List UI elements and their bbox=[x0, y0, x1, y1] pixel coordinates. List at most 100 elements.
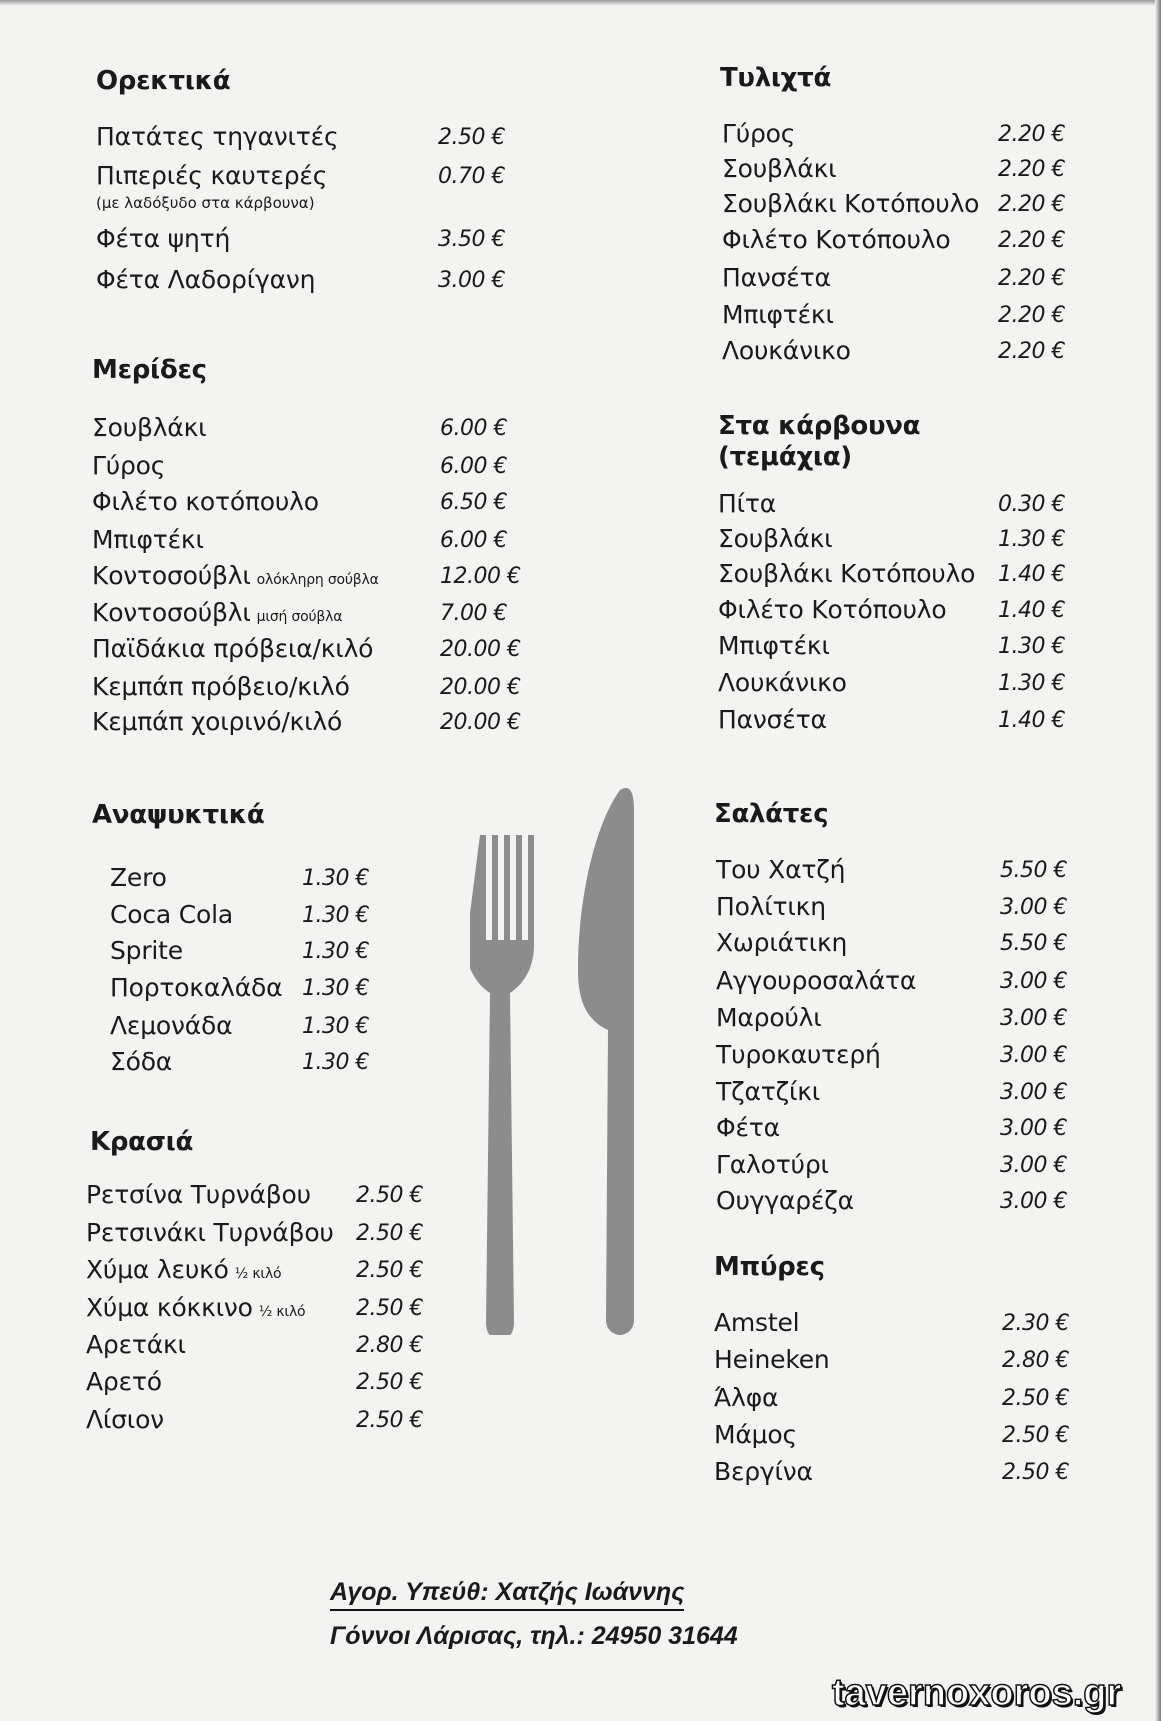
item-price: 1.30 € bbox=[998, 634, 1065, 659]
menu-item: Zero bbox=[110, 863, 167, 892]
menu-item: Σουβλάκι bbox=[722, 154, 837, 183]
section-title: Ορεκτικά bbox=[96, 66, 231, 96]
item-price: 3.00 € bbox=[1000, 1080, 1067, 1105]
section-title: Μερίδες bbox=[92, 355, 207, 385]
menu-item: Κεμπάπ χοιρινό/κιλό bbox=[92, 707, 342, 736]
menu-item: Φιλέτο Κοτόπουλο bbox=[718, 595, 947, 624]
menu-item: Πολίτικη bbox=[716, 892, 826, 921]
item-name: Coca Cola bbox=[110, 900, 233, 929]
menu-item: Χύμα λευκό ½ κιλό bbox=[86, 1255, 282, 1284]
item-price: 6.00 € bbox=[440, 528, 507, 553]
item-price: 2.50 € bbox=[356, 1408, 423, 1433]
item-price: 2.80 € bbox=[1002, 1348, 1069, 1373]
menu-item: Σόδα bbox=[110, 1047, 172, 1076]
section-title: Αναψυκτικά bbox=[92, 800, 265, 830]
section-title: Μπύρες bbox=[714, 1252, 825, 1282]
item-name: Τζατζίκι bbox=[716, 1077, 821, 1106]
item-name: Φιλέτο Κοτόπουλο bbox=[722, 225, 951, 254]
menu-item: Λεμονάδα bbox=[110, 1011, 233, 1040]
item-price: 2.20 € bbox=[998, 339, 1065, 364]
item-note: μισή σούβλα bbox=[256, 609, 343, 625]
item-price: 3.00 € bbox=[1000, 1153, 1067, 1178]
menu-item: Αγγουροσαλάτα bbox=[716, 966, 916, 995]
item-name: Του Χατζή bbox=[716, 855, 846, 884]
section-title: Κρασιά bbox=[90, 1127, 194, 1157]
item-name: Άλφα bbox=[714, 1383, 779, 1412]
item-name: Πανσέτα bbox=[718, 705, 827, 734]
item-name: Χωριάτικη bbox=[716, 928, 848, 957]
item-name: Φέτα bbox=[716, 1113, 780, 1142]
item-price: 1.30 € bbox=[302, 866, 369, 891]
item-price: 2.20 € bbox=[998, 122, 1065, 147]
menu-item: Μάμος bbox=[714, 1420, 797, 1449]
section-title: Τυλιχτά bbox=[720, 63, 832, 93]
menu-item: Γύρος bbox=[722, 119, 795, 148]
item-price: 1.30 € bbox=[302, 1014, 369, 1039]
item-price: 12.00 € bbox=[440, 564, 521, 589]
item-name: Σουβλάκι bbox=[722, 154, 837, 183]
item-price: 1.30 € bbox=[302, 903, 369, 928]
menu-item: Λουκάνικο bbox=[722, 336, 851, 365]
section-subtitle: (τεμάχια) bbox=[718, 442, 852, 472]
menu-item: Του Χατζή bbox=[716, 855, 845, 884]
menu-item: Amstel bbox=[714, 1308, 800, 1337]
item-name: Πολίτικη bbox=[716, 892, 826, 921]
item-name: Μάμος bbox=[714, 1420, 797, 1449]
item-name: Γύρος bbox=[92, 451, 166, 480]
menu-item: Σουβλάκι bbox=[92, 413, 207, 442]
item-name: Βεργίνα bbox=[714, 1457, 813, 1486]
item-name: Ρετσινάκι Τυρνάβου bbox=[86, 1218, 334, 1247]
item-name: Κοντοσούβλι bbox=[92, 598, 251, 627]
item-name: Σόδα bbox=[110, 1047, 173, 1076]
item-price: 2.80 € bbox=[356, 1333, 423, 1358]
item-name: Σουβλάκι Κοτόπουλο bbox=[722, 189, 980, 218]
menu-item: Φέτα bbox=[716, 1113, 780, 1142]
item-price: 5.50 € bbox=[1000, 931, 1067, 956]
menu-item: Λουκάνικο bbox=[718, 668, 847, 697]
footer-manager: Αγορ. Υπεύθ: Χατζής Ιωάννης bbox=[330, 1578, 685, 1611]
item-price: 2.20 € bbox=[998, 266, 1065, 291]
item-name: Αγγουροσαλάτα bbox=[716, 966, 917, 995]
item-name: Λίσιον bbox=[86, 1405, 164, 1434]
knife-icon bbox=[578, 788, 634, 1335]
item-note: ½ κιλό bbox=[234, 1266, 282, 1282]
footer-address-phone: Γόννοι Λάρισας, τηλ.: 24950 31644 bbox=[330, 1622, 738, 1650]
menu-item: Sprite bbox=[110, 936, 183, 965]
item-price: 2.50 € bbox=[438, 125, 505, 150]
item-price: 6.00 € bbox=[440, 454, 507, 479]
menu-item: Αρετάκι bbox=[86, 1330, 186, 1359]
item-name: Γύρος bbox=[722, 119, 796, 148]
item-name: Αρετάκι bbox=[86, 1330, 186, 1359]
menu-item: Τζατζίκι bbox=[716, 1077, 820, 1106]
item-name: Φιλέτο κοτόπουλο bbox=[92, 487, 319, 516]
item-name: Κοντοσούβλι bbox=[92, 561, 251, 590]
item-price: 2.50 € bbox=[1002, 1460, 1069, 1485]
menu-item: Γύρος bbox=[92, 451, 165, 480]
item-price: 3.00 € bbox=[1000, 1006, 1067, 1031]
item-name: Sprite bbox=[110, 936, 183, 965]
menu-item: Φέτα Λαδορίγανη bbox=[96, 265, 315, 294]
menu-item: Σουβλάκι bbox=[718, 524, 833, 553]
item-price: 3.00 € bbox=[1000, 1043, 1067, 1068]
item-name: Μαρούλι bbox=[716, 1003, 822, 1032]
item-price: 1.30 € bbox=[998, 527, 1065, 552]
item-price: 7.00 € bbox=[440, 601, 507, 626]
menu-item: Φέτα ψητή bbox=[96, 224, 230, 253]
item-price: 3.00 € bbox=[1000, 1189, 1067, 1214]
item-price: 2.50 € bbox=[356, 1370, 423, 1395]
item-name: Κεμπάπ πρόβειο/κιλό bbox=[92, 672, 350, 701]
item-name: Heineken bbox=[714, 1345, 830, 1374]
scan-edge-right bbox=[1155, 0, 1161, 1721]
item-name: Λουκάνικο bbox=[722, 336, 851, 365]
item-price: 1.30 € bbox=[302, 1050, 369, 1075]
item-name: Πατάτες τηγανιτές bbox=[96, 122, 339, 151]
item-name: Φέτα Λαδορίγανη bbox=[96, 265, 316, 294]
menu-item: Coca Cola bbox=[110, 900, 233, 929]
watermark: tavernoxoros.gr bbox=[831, 1671, 1122, 1715]
item-price: 3.50 € bbox=[438, 227, 505, 252]
item-note: ολόκληρη σούβλα bbox=[256, 572, 379, 588]
item-name: Amstel bbox=[714, 1308, 800, 1337]
item-price: 20.00 € bbox=[440, 710, 521, 735]
item-price: 0.70 € bbox=[438, 164, 505, 189]
item-name: Αρετό bbox=[86, 1367, 162, 1396]
